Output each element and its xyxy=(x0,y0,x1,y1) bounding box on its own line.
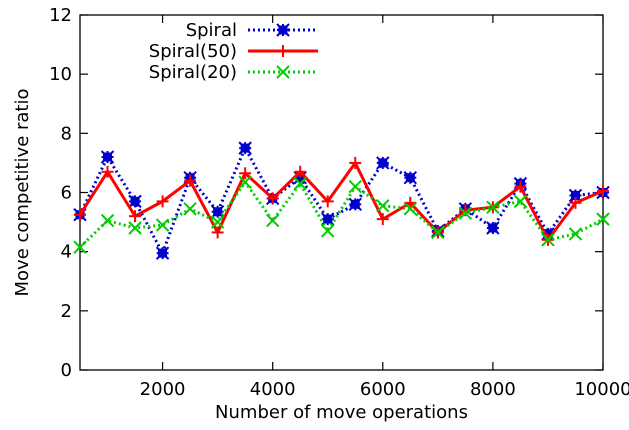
data-point xyxy=(569,228,581,240)
x-axis-label: Number of move operations xyxy=(215,402,468,423)
data-point xyxy=(184,203,196,215)
series-layer xyxy=(74,142,609,259)
data-point xyxy=(129,195,141,207)
y-tick-label: 6 xyxy=(61,183,72,204)
data-point xyxy=(322,225,334,237)
y-axis-label: Move competitive ratio xyxy=(12,88,33,296)
data-point xyxy=(212,226,224,238)
data-point xyxy=(377,157,389,169)
data-point xyxy=(267,215,279,227)
legend-label: Spiral(50) xyxy=(149,41,237,62)
x-tick-label: 8000 xyxy=(470,379,516,400)
data-point xyxy=(212,206,224,218)
data-point xyxy=(239,142,251,154)
legend-label: Spiral(20) xyxy=(149,62,237,83)
data-point xyxy=(102,215,114,227)
legend-label: Spiral xyxy=(186,20,237,41)
data-point xyxy=(487,222,499,234)
y-tick-label: 2 xyxy=(61,301,72,322)
x-tick-label: 2000 xyxy=(140,379,186,400)
y-tick-label: 12 xyxy=(49,5,72,26)
data-point xyxy=(404,172,416,184)
legend-marker xyxy=(277,24,289,36)
data-point xyxy=(157,247,169,259)
data-point xyxy=(322,213,334,225)
y-tick-label: 0 xyxy=(61,360,72,381)
legend-marker xyxy=(277,45,289,57)
data-point xyxy=(349,181,361,193)
y-tick-label: 4 xyxy=(61,242,72,263)
x-tick-label: 4000 xyxy=(250,379,296,400)
data-point xyxy=(377,200,389,212)
data-point xyxy=(102,151,114,163)
x-tick-label: 10000 xyxy=(574,379,629,400)
x-tick-label: 6000 xyxy=(360,379,406,400)
data-point xyxy=(514,195,526,207)
y-tick-label: 10 xyxy=(49,64,72,85)
data-point xyxy=(349,198,361,210)
y-tick-label: 8 xyxy=(61,123,72,144)
